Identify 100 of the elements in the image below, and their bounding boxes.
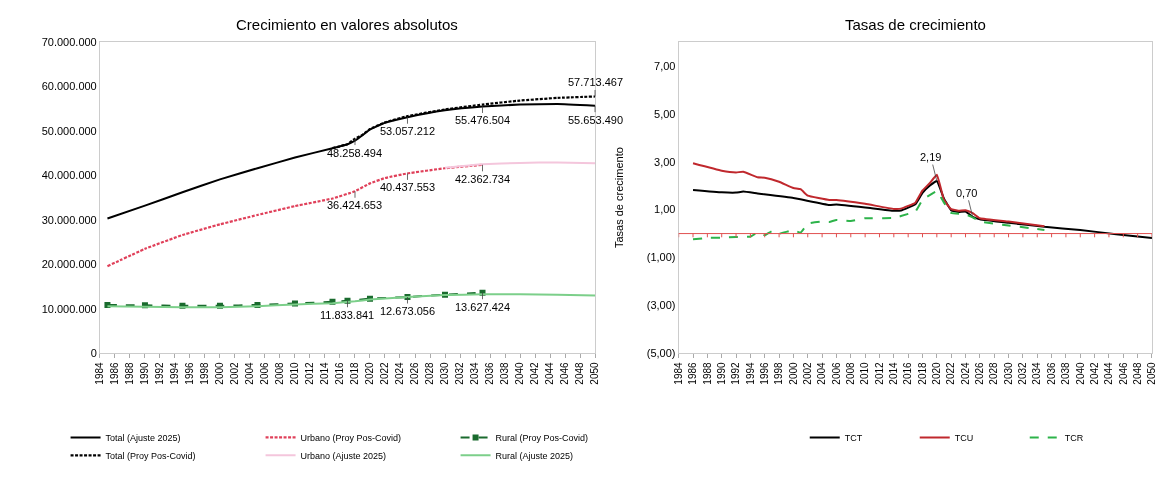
x-tick-label: 2050	[1146, 362, 1158, 385]
x-tick-label: 2004	[816, 362, 828, 385]
annotation: 36.424.653	[327, 199, 383, 211]
y-tick-label: 20.000.000	[41, 258, 97, 271]
x-tick-label: 2038	[1060, 362, 1072, 385]
annotation: 57.713.467	[568, 76, 624, 88]
y-tick-label: 0	[90, 347, 97, 360]
y-tick-label: 3,00	[654, 155, 676, 168]
chart-title: Crecimiento en valores absolutos	[236, 16, 458, 33]
x-tick-label: 2004	[244, 362, 256, 385]
x-tick-label: 2012	[873, 362, 885, 385]
x-tick-label: 2010	[859, 362, 871, 385]
x-tick-label: 2014	[888, 362, 900, 385]
x-tick-label: 2022	[379, 362, 391, 385]
x-tick-label: 2002	[802, 362, 814, 385]
annotation: 0,70	[956, 187, 978, 199]
x-tick-label: 2048	[1131, 362, 1143, 385]
annotation: 53.057.212	[380, 125, 436, 137]
x-tick-label: 2030	[1002, 362, 1014, 385]
x-tick-label: 2040	[1074, 362, 1086, 385]
x-tick-label: 2040	[514, 362, 526, 385]
x-tick-label: 1998	[773, 362, 785, 385]
x-tick-label: 1996	[758, 362, 770, 385]
x-tick-label: 1994	[169, 362, 181, 385]
legend-label: Urbano (Ajuste 2025)	[300, 450, 387, 461]
x-tick-label: 2012	[304, 362, 316, 385]
y-tick-label: 7,00	[654, 59, 676, 72]
x-tick-label: 2026	[974, 362, 986, 385]
x-tick-label: 2016	[334, 362, 346, 385]
line-series	[692, 190, 1046, 241]
annotation: 13.627.424	[455, 301, 511, 313]
annotation: 40.437.553	[380, 181, 436, 193]
x-tick-label: 1996	[184, 362, 196, 385]
x-tick-label: 1988	[701, 362, 713, 385]
x-tick-label: 2030	[439, 362, 451, 385]
x-tick-label: 2018	[349, 362, 361, 385]
y-tick-label: (5,00)	[646, 347, 676, 360]
y-tick-label: 40.000.000	[41, 169, 97, 182]
x-tick-label: 2042	[1088, 362, 1100, 385]
x-tick-label: 2020	[931, 362, 943, 385]
x-tick-label: 1988	[124, 362, 136, 385]
annotation: 12.673.056	[380, 305, 436, 317]
legend-label: Rural (Proy Pos-Covid)	[495, 432, 589, 443]
y-tick-label: 1,00	[654, 203, 676, 216]
annotation: 55.653.490	[568, 114, 624, 126]
x-tick-label: 2018	[916, 362, 928, 385]
x-tick-label: 2028	[988, 362, 1000, 385]
chart-title: Tasas de crecimiento	[845, 16, 986, 33]
x-tick-label: 2008	[845, 362, 857, 385]
x-tick-label: 2032	[1017, 362, 1029, 385]
x-tick-label: 2006	[830, 362, 842, 385]
line-series	[692, 180, 1152, 239]
y-tick-label: 10.000.000	[41, 302, 97, 315]
x-tick-label: 2032	[454, 362, 466, 385]
x-tick-label: 2026	[409, 362, 421, 385]
annotation: 48.258.494	[327, 147, 383, 159]
legend-label: Rural (Ajuste 2025)	[495, 450, 574, 461]
x-tick-label: 2044	[544, 362, 556, 385]
legend-label: TCR	[1064, 432, 1084, 443]
annotation: 42.362.734	[455, 173, 511, 185]
legend-label: TCU	[954, 432, 974, 443]
x-tick-label: 1994	[744, 362, 756, 385]
annotation: 2,19	[920, 151, 942, 163]
y-tick-label: 50.000.000	[41, 124, 97, 137]
x-tick-label: 2000	[214, 362, 226, 385]
x-tick-label: 1990	[715, 362, 727, 385]
x-tick-label: 2046	[559, 362, 571, 385]
legend-label: TCT	[844, 432, 863, 443]
annotation: 11.833.841	[320, 309, 375, 321]
y-tick-label: 70.000.000	[41, 35, 97, 48]
x-tick-label: 2022	[945, 362, 957, 385]
x-tick-label: 2000	[787, 362, 799, 385]
x-tick-label: 2010	[289, 362, 301, 385]
x-tick-label: 1986	[109, 362, 121, 385]
x-tick-label: 1986	[687, 362, 699, 385]
y-tick-label: (1,00)	[646, 251, 676, 264]
x-tick-label: 2034	[1031, 362, 1043, 385]
x-tick-label: 1992	[730, 362, 742, 385]
x-tick-label: 2006	[259, 362, 271, 385]
x-tick-label: 2034	[469, 362, 481, 385]
x-tick-label: 2044	[1103, 362, 1115, 385]
x-tick-label: 2042	[529, 362, 541, 385]
x-tick-label: 2024	[959, 362, 971, 385]
y-axis-title: Tasas de crecimento	[613, 147, 626, 249]
y-tick-label: (3,00)	[646, 299, 676, 312]
y-tick-label: 60.000.000	[41, 80, 97, 93]
legend-label: Total (Ajuste 2025)	[105, 432, 181, 443]
x-tick-label: 1992	[154, 362, 166, 385]
line-series	[692, 162, 1046, 228]
x-tick-label: 1998	[199, 362, 211, 385]
legend-label: Total (Proy Pos-Covid)	[105, 450, 196, 461]
x-tick-label: 2036	[1045, 362, 1057, 385]
y-tick-label: 5,00	[654, 107, 676, 120]
x-tick-label: 2036	[484, 362, 496, 385]
x-tick-label: 2014	[319, 362, 331, 385]
x-tick-label: 2020	[364, 362, 376, 385]
x-tick-label: 2002	[229, 362, 241, 385]
y-tick-label: 30.000.000	[41, 213, 97, 226]
annotation: 55.476.504	[455, 114, 511, 126]
x-tick-label: 1990	[139, 362, 151, 385]
